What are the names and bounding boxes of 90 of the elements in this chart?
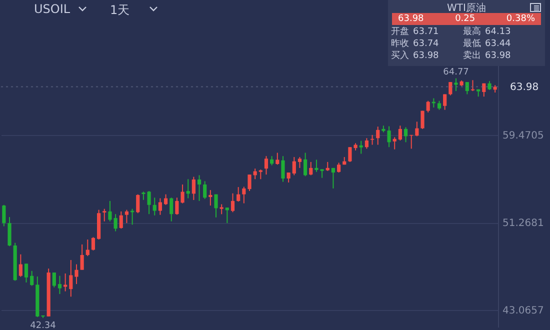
candlestick — [58, 275, 62, 294]
candlestick — [415, 121, 419, 137]
candlestick — [102, 208, 106, 222]
candlestick — [258, 169, 262, 180]
candlestick — [465, 82, 469, 95]
candlestick — [470, 80, 475, 92]
candlestick — [420, 110, 424, 130]
candlestick — [86, 239, 90, 257]
candlestick — [236, 186, 240, 202]
y-tick-label: 59.4705 — [502, 130, 544, 142]
annotation: 最高 — [463, 26, 482, 38]
candlestick — [448, 82, 452, 96]
candlestick — [119, 210, 123, 230]
candlestick — [304, 152, 308, 177]
candlestick — [230, 192, 235, 213]
annotation: 买入 — [391, 50, 410, 62]
candlestick — [197, 174, 202, 202]
candlestick — [270, 156, 274, 166]
annotation: 64.13 — [485, 26, 512, 38]
candlestick — [164, 194, 168, 206]
candlestick — [74, 264, 78, 285]
candlestick — [482, 82, 486, 98]
candlestick — [387, 126, 391, 148]
candlestick — [175, 197, 179, 216]
candlestick — [136, 194, 140, 214]
candlestick — [331, 167, 336, 189]
candlestick — [398, 125, 402, 141]
candlestick — [286, 172, 290, 183]
candlestick — [309, 161, 313, 176]
candlestick — [64, 272, 68, 292]
candlestick — [337, 162, 341, 174]
annotation: 42.34 — [30, 320, 56, 330]
candlestick — [248, 174, 252, 192]
candlestick — [8, 216, 12, 247]
candlestick — [2, 204, 6, 227]
candlestick — [281, 156, 285, 182]
candlestick — [180, 184, 184, 204]
candlestick — [30, 270, 34, 286]
candlestick — [69, 260, 73, 298]
y-tick-label: 43.0657 — [502, 306, 544, 317]
candlestick — [359, 140, 363, 154]
annotation: 63.98 — [398, 13, 424, 25]
candlestick — [192, 176, 196, 200]
annotation: 64.77 — [443, 67, 469, 78]
candlestick — [443, 94, 447, 110]
annotation: 昨收 — [391, 38, 410, 50]
candlestick — [214, 194, 218, 218]
annotation: 63.98 — [485, 50, 512, 62]
candlestick — [376, 126, 380, 146]
annotation: 63.74 — [413, 38, 440, 50]
candlestick — [404, 126, 408, 143]
text: 0.38% — [506, 14, 535, 24]
candlestick — [426, 100, 430, 113]
candlestick — [170, 197, 174, 222]
annotation: 0.25 — [455, 13, 476, 25]
candlestick — [152, 197, 156, 216]
candlestick — [292, 156, 296, 176]
candlestick — [91, 236, 96, 251]
candlestick — [225, 207, 229, 224]
candlestick — [18, 254, 22, 278]
candlestick — [392, 136, 396, 150]
candlestick — [24, 263, 28, 283]
candlestick — [186, 178, 190, 199]
text: WTI原油 — [447, 3, 486, 14]
ref-line-label: 63.98 — [510, 82, 539, 93]
candlestick — [298, 156, 302, 168]
candlestick — [264, 156, 268, 176]
candlestick — [220, 204, 224, 215]
candlestick — [242, 186, 246, 204]
annotation: 最低 — [463, 38, 482, 50]
annotation: 卖出 — [463, 50, 482, 62]
candlestick — [114, 214, 118, 232]
annotation: 63.98 — [413, 50, 440, 62]
candlestick — [208, 190, 212, 206]
annotation: 63.44 — [485, 38, 512, 50]
candlestick — [203, 180, 207, 200]
candlestick — [52, 272, 56, 288]
candlestick — [364, 138, 369, 150]
candlestick — [276, 152, 280, 166]
annotation: 开盘 — [391, 26, 410, 38]
candlestick — [80, 244, 84, 270]
candlestick — [124, 209, 129, 224]
candlestick — [158, 198, 162, 216]
candlestick — [314, 159, 318, 172]
candlestick — [108, 200, 112, 222]
candlestick — [454, 78, 458, 92]
chart-subtitle: 1天 — [110, 2, 130, 19]
y-tick-label: 51.2681 — [502, 218, 544, 230]
chart-title: USOIL — [34, 2, 70, 16]
annotation: 63.71 — [413, 26, 440, 38]
